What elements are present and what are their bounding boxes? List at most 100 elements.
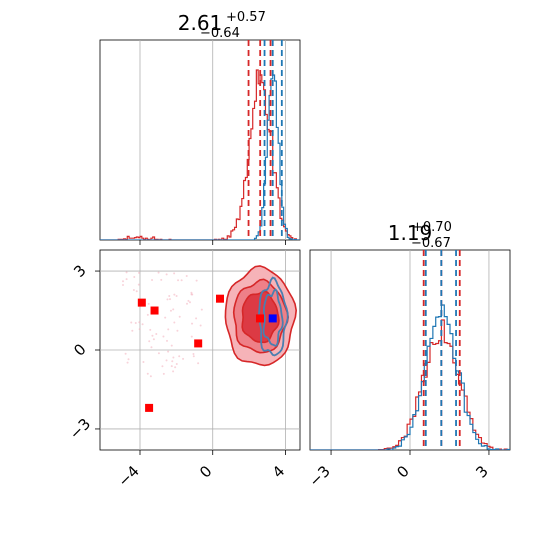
joint-sample-point [133, 276, 136, 279]
joint-sample-point [157, 352, 160, 355]
marginal-y-quantile-lines [422, 250, 461, 450]
joint-sample-scatter [121, 271, 203, 378]
marginal-x-title-minus: −0.64 [200, 26, 240, 41]
joint-sample-point [197, 362, 200, 365]
marginal-y-title-value: 1.19 [388, 221, 433, 245]
joint-sample-point [185, 275, 188, 278]
joint-sample-point [190, 335, 193, 338]
joint-sample-point [199, 324, 202, 327]
joint-sample-point [176, 329, 179, 332]
joint-sample-point [170, 365, 173, 368]
joint-sample-point [142, 361, 145, 364]
joint-red-marker [194, 339, 203, 348]
marginal-y-panel: −3 0 3 1.19 +0.70 −0.67 [306, 220, 511, 490]
joint-blue-marker [268, 314, 277, 323]
joint-sample-point [172, 356, 175, 359]
joint-sample-point [147, 302, 150, 305]
joint-sample-point [191, 322, 194, 325]
joint-x-tick-label: 4 [269, 462, 288, 481]
marginal-x-title-plus: +0.57 [226, 10, 266, 25]
marginal-x-panel: 2.61 +0.57 −0.64 [99, 10, 301, 245]
joint-sample-point [146, 372, 149, 375]
marginal-x-ticks [139, 240, 286, 245]
joint-sample-point [135, 290, 138, 293]
joint-sample-point [157, 271, 160, 274]
joint-sample-point [138, 321, 141, 324]
joint-sample-point [173, 321, 176, 324]
joint-grid [100, 250, 300, 450]
joint-sample-point [125, 278, 128, 281]
joint-sample-point [167, 328, 170, 331]
marginal-y-title-plus: +0.70 [412, 220, 452, 235]
joint-sample-point [162, 335, 165, 338]
marginal-y-histograms [310, 304, 510, 450]
joint-sample-point [195, 279, 198, 282]
joint-x-tick-label: −4 [114, 462, 142, 490]
joint-sample-point [138, 328, 141, 331]
joint-sample-point [178, 315, 181, 318]
joint-sample-point [138, 271, 141, 274]
joint-red-marker [137, 298, 146, 307]
joint-sample-point [171, 360, 174, 363]
joint-sample-point [152, 338, 155, 341]
joint-sample-point [191, 293, 194, 296]
joint-red-marker [256, 314, 264, 323]
marginal-y-blue-histogram [310, 304, 510, 450]
joint-sample-point [173, 272, 176, 275]
joint-sample-point [169, 298, 172, 301]
marginal-y-x-tick-label: 0 [393, 462, 412, 481]
joint-sample-point [182, 357, 185, 360]
joint-sample-point [148, 340, 151, 343]
marginal-y-grid [330, 250, 490, 450]
joint-sample-point [121, 284, 124, 287]
joint-sample-point [166, 298, 169, 301]
joint-sample-point [160, 278, 163, 281]
joint-red-marker [216, 294, 224, 303]
joint-sample-point [172, 370, 175, 373]
marginal-x-title-value: 2.61 [178, 11, 223, 35]
joint-sample-point [150, 346, 153, 349]
joint-sample-point [167, 350, 170, 353]
joint-sample-point [192, 355, 195, 358]
joint-x-tick-label: 0 [196, 462, 215, 481]
joint-sample-point [164, 316, 167, 319]
joint-sample-point [151, 334, 154, 337]
joint-sample-point [177, 279, 180, 282]
joint-sample-point [141, 323, 144, 326]
marginal-y-x-tick-label: 3 [472, 462, 491, 481]
joint-y-tick-label: 0 [70, 340, 89, 359]
joint-sample-point [162, 372, 165, 375]
joint-sample-point [137, 283, 140, 286]
joint-sample-point [161, 365, 164, 368]
joint-markers [137, 294, 277, 412]
marginal-y-title-minus: −0.67 [411, 236, 451, 251]
joint-sample-point [130, 321, 133, 324]
marginal-y-title: 1.19 [388, 221, 433, 245]
joint-sample-point [165, 273, 168, 276]
marginal-x-quantile-lines [247, 40, 283, 240]
joint-red-marker [145, 403, 154, 412]
joint-sample-point [155, 333, 158, 336]
joint-sample-point [180, 279, 183, 282]
joint-sample-point [124, 352, 127, 355]
marginal-y-ticks: −3 0 3 [306, 450, 492, 490]
joint-sample-point [188, 301, 191, 304]
joint-sample-point [192, 353, 195, 356]
joint-sample-point [170, 344, 173, 347]
joint-sample-point [134, 322, 137, 325]
marginal-x-title: 2.61 [178, 11, 223, 35]
joint-sample-point [174, 366, 177, 369]
joint-sample-point [168, 295, 171, 298]
joint-sample-point [149, 375, 152, 378]
joint-sample-point [166, 339, 169, 342]
joint-sample-point [126, 361, 129, 364]
joint-sample-point [200, 308, 203, 311]
joint-sample-point [169, 309, 172, 312]
marginal-x-grid [139, 40, 286, 240]
joint-sample-point [175, 362, 178, 365]
joint-y-tick-label: 3 [70, 261, 89, 280]
joint-red-marker [150, 306, 159, 315]
joint-sample-point [146, 313, 149, 316]
joint-sample-point [173, 293, 176, 296]
